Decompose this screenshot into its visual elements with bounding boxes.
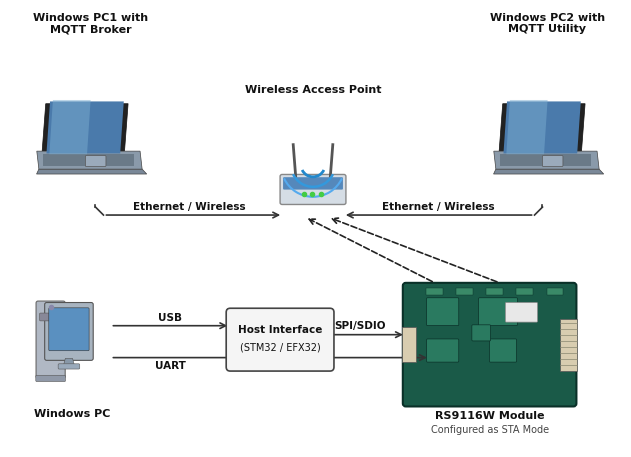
FancyBboxPatch shape: [280, 175, 346, 204]
FancyBboxPatch shape: [478, 298, 517, 326]
Polygon shape: [47, 101, 124, 154]
FancyBboxPatch shape: [505, 303, 538, 322]
FancyBboxPatch shape: [516, 288, 533, 295]
FancyBboxPatch shape: [85, 155, 106, 166]
Text: Ethernet / Wireless: Ethernet / Wireless: [133, 202, 245, 212]
FancyBboxPatch shape: [427, 339, 459, 362]
FancyBboxPatch shape: [226, 308, 334, 371]
Text: Windows PC2 with
MQTT Utility: Windows PC2 with MQTT Utility: [490, 13, 605, 34]
Text: Windows PC1 with
MQTT Broker: Windows PC1 with MQTT Broker: [33, 13, 148, 34]
Polygon shape: [37, 169, 147, 174]
FancyBboxPatch shape: [456, 288, 473, 295]
FancyBboxPatch shape: [490, 339, 517, 362]
Polygon shape: [43, 154, 134, 166]
Polygon shape: [49, 100, 91, 154]
Polygon shape: [506, 100, 548, 154]
FancyBboxPatch shape: [36, 301, 65, 378]
Text: USB: USB: [158, 313, 182, 323]
Text: Configured as STA Mode: Configured as STA Mode: [430, 425, 549, 436]
FancyBboxPatch shape: [427, 298, 459, 326]
FancyBboxPatch shape: [560, 319, 577, 371]
FancyBboxPatch shape: [45, 303, 93, 361]
Text: (STM32 / EFX32): (STM32 / EFX32): [240, 343, 321, 353]
Text: Ethernet / Wireless: Ethernet / Wireless: [382, 202, 495, 212]
FancyBboxPatch shape: [543, 155, 563, 166]
Text: Host Interface: Host Interface: [238, 324, 322, 335]
FancyBboxPatch shape: [426, 288, 443, 295]
Polygon shape: [494, 151, 599, 169]
Text: Windows PC: Windows PC: [34, 409, 110, 420]
FancyBboxPatch shape: [58, 364, 80, 369]
Polygon shape: [493, 169, 604, 174]
Polygon shape: [37, 151, 142, 169]
Text: Wireless Access Point: Wireless Access Point: [245, 85, 381, 96]
FancyBboxPatch shape: [283, 177, 343, 190]
Polygon shape: [499, 104, 585, 151]
FancyBboxPatch shape: [546, 288, 563, 295]
FancyBboxPatch shape: [487, 288, 503, 295]
FancyBboxPatch shape: [36, 375, 66, 382]
Text: UART: UART: [155, 361, 186, 371]
FancyBboxPatch shape: [49, 308, 89, 351]
FancyBboxPatch shape: [403, 283, 577, 406]
Polygon shape: [42, 104, 128, 151]
Text: SPI/SDIO: SPI/SDIO: [334, 321, 386, 331]
Text: RS9116W Module: RS9116W Module: [435, 411, 545, 421]
Polygon shape: [64, 358, 74, 365]
FancyBboxPatch shape: [40, 313, 62, 321]
Polygon shape: [500, 154, 591, 166]
FancyBboxPatch shape: [472, 325, 491, 341]
Polygon shape: [504, 101, 581, 154]
FancyBboxPatch shape: [403, 327, 416, 362]
